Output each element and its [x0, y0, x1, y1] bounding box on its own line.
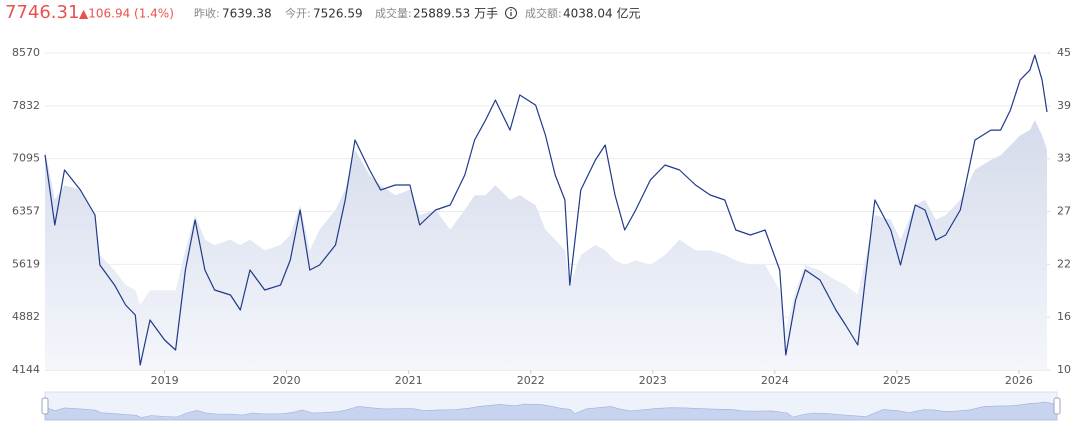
value: 25889.53 万手	[413, 7, 498, 21]
x-tick-label: 2022	[517, 374, 545, 387]
y-tick-label: 7095	[12, 152, 40, 165]
area	[45, 120, 1047, 370]
x-tick-label: 2025	[883, 374, 911, 387]
x-tick-label: 2021	[395, 374, 423, 387]
line	[44, 54, 1048, 366]
navigator-series	[44, 401, 1058, 421]
y-tick-label: 7832	[12, 99, 40, 112]
y2-tick-label: 45	[1057, 46, 1071, 59]
quote-header: 7746.31 ▲106.94 (1.4%) 昨收: 7639.38 今开: 7…	[5, 2, 640, 23]
x-tick-label: 2023	[639, 374, 667, 387]
x-tick-label: 2026	[1005, 374, 1033, 387]
y2-tick-label: 39	[1057, 99, 1071, 112]
nav-handle[interactable]	[1053, 397, 1061, 415]
price: 7746.31	[5, 2, 79, 23]
nav-handle[interactable]	[41, 397, 49, 415]
info-icon[interactable]	[505, 7, 517, 19]
x-tick-label: 2019	[151, 374, 179, 387]
label: 成交量:	[375, 6, 412, 20]
y-tick-label: 8570	[12, 46, 40, 59]
x-tick-label: 2020	[273, 374, 301, 387]
y-tick-label: 4882	[12, 310, 40, 323]
label: 昨收:	[194, 6, 220, 20]
value: 7526.59	[313, 7, 363, 21]
plot: 4144 4882 5619 6357 7095 7832 8570 10 16 22 27 33 39…	[12, 46, 1071, 387]
y2-tick-label: 22	[1057, 257, 1071, 270]
y-tick-label: 5619	[12, 257, 40, 270]
change: ▲106.94 (1.4%)	[79, 7, 174, 21]
y-tick-label: 6357	[12, 205, 40, 218]
y-tick-label: 4144	[12, 363, 40, 376]
x-tick-label: 2024	[761, 374, 789, 387]
value: 4038.04 亿元	[563, 6, 640, 21]
y2-tick-label: 27	[1057, 205, 1071, 218]
y2-tick-label: 10	[1057, 363, 1071, 376]
navigator-area	[44, 401, 1058, 421]
y2-tick-label: 33	[1057, 152, 1071, 165]
label: 今开:	[285, 6, 311, 20]
value: 7639.38	[222, 7, 272, 21]
navigator[interactable]	[41, 391, 1061, 421]
label: 成交额:	[525, 6, 562, 20]
y2-tick-label: 16	[1057, 310, 1071, 323]
